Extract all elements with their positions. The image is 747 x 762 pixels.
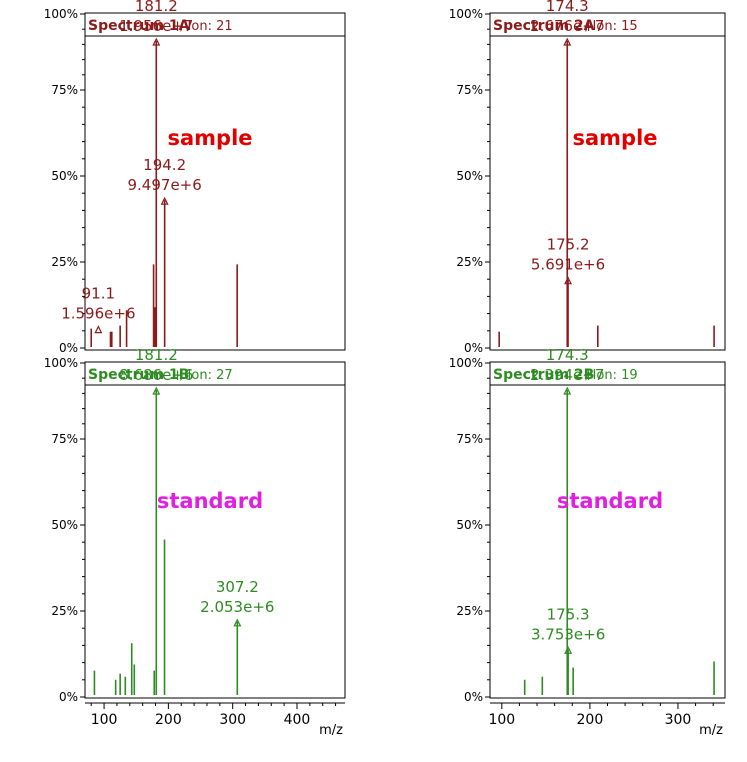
x-tick-label: 200 <box>155 712 182 728</box>
peak-marker <box>94 325 103 334</box>
y-tick-label: 50% <box>51 518 78 532</box>
x-axis-label: m/z <box>699 723 723 738</box>
peak-label-intensity: 5.691e+6 <box>531 256 605 274</box>
x-axis-label: m/z <box>319 723 343 738</box>
spectrum-panel-4: Spectrum 2B, Ion: 19 0% 25% 50% 75% 100% 174.3… <box>449 346 726 738</box>
peak-label-intensity: 3.753e+6 <box>531 625 605 643</box>
panel-title: Spectrum 2B <box>493 367 594 383</box>
panel-frame <box>489 12 726 351</box>
panel-annotation: sample <box>167 126 252 150</box>
peak-marker <box>160 196 169 205</box>
peak-marker <box>563 386 572 395</box>
peak-label-intensity: 9.497e+6 <box>128 176 202 194</box>
y-tick-label: 25% <box>456 255 483 269</box>
panel-annotation: standard <box>557 489 663 513</box>
peak-label-mz: 181.2 <box>135 346 178 364</box>
y-tick-label: 25% <box>456 604 483 618</box>
panel-annotation: sample <box>572 126 657 150</box>
peak-marker <box>233 618 242 627</box>
y-tick-label: 0% <box>59 341 78 355</box>
y-tick-label: 50% <box>456 518 483 532</box>
peak-label-mz: 175.2 <box>547 236 590 254</box>
panel-title: Spectrum 1B <box>88 367 189 383</box>
peak-label-mz: 174.3 <box>546 0 589 15</box>
y-tick-label: 100% <box>449 356 483 370</box>
y-tick-label: 25% <box>51 604 78 618</box>
peak-marker <box>564 645 573 654</box>
peak-label-mz: 91.1 <box>82 285 115 303</box>
panel-annotation: standard <box>157 489 263 513</box>
peak-label-mz: 174.3 <box>546 346 589 364</box>
peak-marker <box>152 386 161 395</box>
peak-label-intensity: 8.686e+6 <box>119 366 193 384</box>
x-tick-label: 300 <box>665 712 692 728</box>
y-tick-label: 0% <box>59 690 78 704</box>
y-tick-label: 50% <box>51 169 78 183</box>
peak-label-intensity: 2.394e+7 <box>530 366 604 384</box>
panel-ion-label: , Ion: 19 <box>584 368 637 383</box>
y-tick-label: 0% <box>464 341 483 355</box>
panel-frame <box>84 12 346 351</box>
peak-label-mz: 307.2 <box>216 578 259 596</box>
peak-marker <box>152 37 161 46</box>
y-tick-label: 75% <box>51 432 78 446</box>
panel-title: Spectrum 2A <box>493 18 595 34</box>
spectrum-panel-1: Spectrum 1A, Ion: 21 0% 25% 50% 75% 100% 181.2… <box>44 0 346 355</box>
y-tick-label: 75% <box>456 432 483 446</box>
peak-label-intensity: 2.676e+7 <box>530 17 604 35</box>
panel-frame <box>489 361 726 699</box>
panel-ion-label: , Ion: 27 <box>179 368 232 383</box>
spectrum-panel-3: Spectrum 1B, Ion: 27 0% 25% 50% 75% 100% 181.2… <box>44 346 346 738</box>
x-tick-label: 100 <box>91 712 118 728</box>
x-tick-label: 100 <box>488 712 515 728</box>
peak-label-mz: 194.2 <box>143 156 186 174</box>
y-tick-label: 75% <box>51 83 78 97</box>
y-tick-label: 100% <box>449 7 483 21</box>
y-tick-label: 25% <box>51 255 78 269</box>
peak-label-intensity: 1.596e+6 <box>61 305 135 323</box>
x-tick-label: 300 <box>219 712 246 728</box>
x-tick-label: 400 <box>284 712 311 728</box>
y-tick-label: 100% <box>44 356 78 370</box>
panel-ion-label: , Ion: 21 <box>179 19 232 34</box>
panel-ion-label: , Ion: 15 <box>584 19 637 34</box>
panel-title: Spectrum 1A <box>88 18 190 34</box>
peak-label-mz: 181.2 <box>135 0 178 15</box>
y-tick-label: 100% <box>44 7 78 21</box>
y-tick-label: 75% <box>456 83 483 97</box>
peak-marker <box>563 37 572 46</box>
peak-label-intensity: 2.053e+6 <box>200 598 274 616</box>
y-tick-label: 0% <box>464 690 483 704</box>
peak-marker <box>564 276 573 285</box>
spectrum-panel-2: Spectrum 2A, Ion: 15 0% 25% 50% 75% 100% 174.3… <box>449 0 726 355</box>
x-tick-label: 200 <box>577 712 604 728</box>
peak-label-mz: 175.3 <box>547 605 590 623</box>
panel-frame <box>84 361 346 699</box>
y-tick-label: 50% <box>456 169 483 183</box>
peak-label-intensity: 1.956e+7 <box>119 17 193 35</box>
